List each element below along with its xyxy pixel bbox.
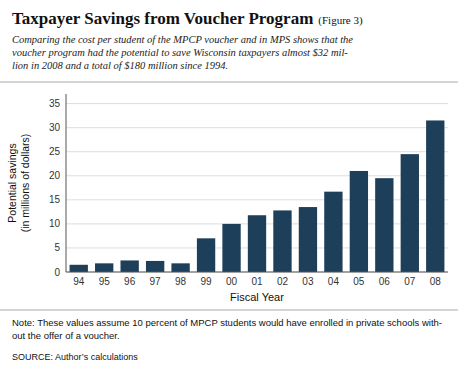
y-tick-label: 20 xyxy=(49,170,61,181)
grid-line xyxy=(66,103,448,104)
x-tick-label: 07 xyxy=(404,276,416,287)
note: Note: These values assume 10 percent of … xyxy=(12,317,442,328)
x-tick-label: 05 xyxy=(353,276,365,287)
separator xyxy=(0,82,458,83)
y-tick-label: 30 xyxy=(49,122,61,133)
y-tick-label: 35 xyxy=(49,98,61,109)
x-tick-label: 98 xyxy=(175,276,187,287)
x-tick-label: 95 xyxy=(99,276,111,287)
bar xyxy=(401,154,419,272)
bar xyxy=(197,238,215,272)
x-axis-label: Fiscal Year xyxy=(230,291,284,303)
bar xyxy=(273,210,291,272)
bar xyxy=(171,263,189,272)
y-axis-label: Potential savings(in millions of dollars… xyxy=(6,134,31,233)
note: out the offer of a voucher. xyxy=(12,330,120,341)
bar xyxy=(146,261,164,272)
x-tick-label: 99 xyxy=(201,276,213,287)
bar xyxy=(222,224,240,272)
x-tick-label: 04 xyxy=(328,276,340,287)
bar xyxy=(248,215,266,272)
x-tick-label: 01 xyxy=(251,276,263,287)
x-tick-label: 02 xyxy=(277,276,289,287)
y-tick-label: 0 xyxy=(54,267,60,278)
grid-line xyxy=(66,272,448,273)
x-tick-label: 03 xyxy=(302,276,314,287)
y-axis-line xyxy=(66,94,67,272)
y-tick-label: 25 xyxy=(49,146,61,157)
bar xyxy=(299,207,317,272)
x-tick-label: 97 xyxy=(150,276,162,287)
grid-line xyxy=(66,127,448,128)
x-tick-label: 08 xyxy=(430,276,442,287)
subtitle: Comparing the cost per student of the MP… xyxy=(12,34,353,71)
y-tick-label: 10 xyxy=(49,218,61,229)
bar xyxy=(324,192,342,272)
bar xyxy=(426,120,444,272)
x-axis-line xyxy=(66,272,448,273)
x-tick-label: 00 xyxy=(226,276,238,287)
bar xyxy=(120,260,138,272)
x-tick-label: 96 xyxy=(124,276,136,287)
title: Taxpayer Savings from Voucher Program xyxy=(12,9,313,28)
bar xyxy=(350,171,368,272)
x-tick-label: 06 xyxy=(379,276,391,287)
source: SOURCE: Author’s calculations xyxy=(12,352,138,362)
bars xyxy=(70,120,445,272)
bar xyxy=(70,265,88,272)
figure-number: (Figure 3) xyxy=(318,14,363,27)
grid-line xyxy=(66,151,448,152)
grid-line xyxy=(66,175,448,176)
bar xyxy=(95,263,113,272)
y-tick-label: 5 xyxy=(54,242,60,253)
bar xyxy=(375,178,393,272)
separator xyxy=(0,310,458,311)
y-tick-label: 15 xyxy=(49,194,61,205)
x-tick-label: 94 xyxy=(73,276,85,287)
